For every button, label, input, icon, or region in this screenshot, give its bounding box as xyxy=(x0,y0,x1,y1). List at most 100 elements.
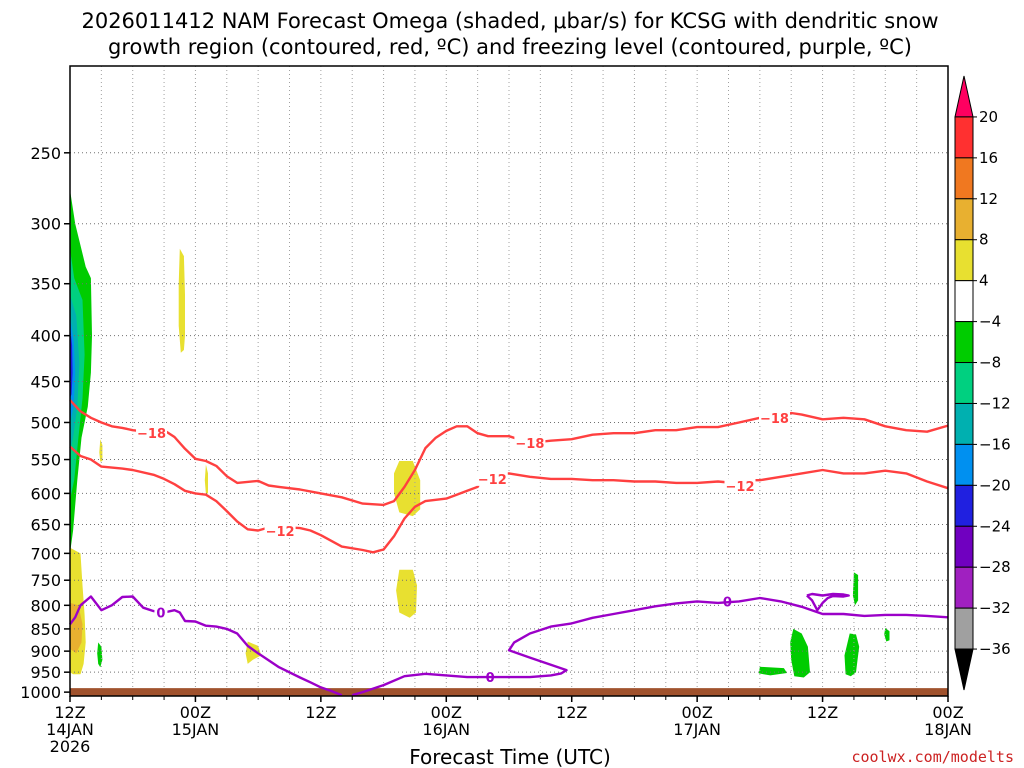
y-tick-label: 250 xyxy=(30,144,61,163)
colorbar-bin xyxy=(954,239,974,282)
contour-label-bg xyxy=(136,425,168,441)
colorbar-label: −8 xyxy=(979,354,1001,372)
x-tick-label: 15JAN xyxy=(172,720,220,739)
y-tick-label: 850 xyxy=(30,620,61,639)
x-tick-label: 12Z xyxy=(556,703,587,722)
colorbar-label: −28 xyxy=(979,558,1011,576)
y-tick-label: 800 xyxy=(30,596,61,615)
omega-region-15 xyxy=(790,628,810,678)
x-axis-label: Forecast Time (UTC) xyxy=(409,745,611,768)
x-tick-label: 18JAN xyxy=(924,720,972,739)
contour-label--18: −18 xyxy=(515,437,544,452)
x-tick-label: 00Z xyxy=(431,703,462,722)
omega-region-0 xyxy=(178,248,185,353)
plot-frame xyxy=(69,65,949,697)
y-tick-label: 1000 xyxy=(20,683,61,702)
contour-label-bg xyxy=(724,478,756,494)
contour-label-bg xyxy=(476,470,508,486)
colorbar-label: 16 xyxy=(979,149,998,167)
x-tick-label: 00Z xyxy=(180,703,211,722)
x-tick-label: 00Z xyxy=(681,703,712,722)
y-axis-ticks: 250 300 350 400 450 500 550 600 650 700 750 800 850 9… xyxy=(20,144,70,702)
colorbar-label: −4 xyxy=(979,313,1001,331)
colorbar-bin xyxy=(954,198,974,241)
colorbar-bin xyxy=(954,321,974,364)
omega-region-14 xyxy=(758,666,787,676)
contour-label-bg xyxy=(264,523,296,539)
colorbar-bin xyxy=(954,402,974,445)
contour-label--12: −12 xyxy=(726,480,755,495)
x-tick-label: 17JAN xyxy=(673,720,721,739)
colorbar-label: −24 xyxy=(979,517,1011,535)
credit-link[interactable]: coolwx.com/modelts xyxy=(851,748,1014,766)
y-tick-label: 450 xyxy=(30,372,61,391)
colorbar-bin xyxy=(954,525,974,568)
colorbar-bottom-arrow xyxy=(954,648,974,691)
omega-region-7 xyxy=(70,602,83,654)
colorbar-bin xyxy=(954,566,974,609)
grid-lines xyxy=(70,66,948,696)
contour-label-0: 0 xyxy=(156,607,165,622)
colorbar-label: −20 xyxy=(979,476,1011,494)
x-tick-label: 16JAN xyxy=(422,720,470,739)
chart-title: 2026011412 NAM Forecast Omega (shaded, μ… xyxy=(81,9,938,59)
omega-region-2 xyxy=(204,464,208,494)
x-tick-label: 12Z xyxy=(305,703,336,722)
colorbar-bin xyxy=(954,443,974,486)
chart-title-line-1: 2026011412 NAM Forecast Omega (shaded, μ… xyxy=(81,9,938,33)
x-tick-label: 12Z xyxy=(807,703,838,722)
colorbar-label: 4 xyxy=(979,272,989,290)
contour-label-bg xyxy=(720,593,734,609)
omega-region-4 xyxy=(396,569,417,618)
x-tick-label: 00Z xyxy=(932,703,963,722)
omega-region-17 xyxy=(852,572,859,606)
omega-region-3 xyxy=(394,461,421,517)
colorbar-label: 20 xyxy=(979,108,998,126)
y-tick-label: 700 xyxy=(30,544,61,563)
x-tick-label: 12Z xyxy=(54,703,85,722)
contour-label-bg xyxy=(514,434,546,450)
contour-0 xyxy=(69,595,343,697)
contour-label-0: 0 xyxy=(486,671,495,686)
contour-label-bg xyxy=(154,604,168,620)
colorbar-label: −16 xyxy=(979,435,1011,453)
colorbar-bin xyxy=(954,607,974,650)
colorbar: 20 16 12 8 4 −4 −8 −12 −16 −20 −24 −28 −32 −36 xyxy=(954,75,1011,691)
y-tick-label: 550 xyxy=(30,451,61,470)
colorbar-label: 12 xyxy=(979,190,998,208)
colorbar-bin xyxy=(954,484,974,527)
y-tick-label: 400 xyxy=(30,327,61,346)
omega-region-1 xyxy=(99,439,103,462)
x-tick-label: 2026 xyxy=(50,737,91,756)
chart-title-line-2: growth region (contoured, red, ºC) and f… xyxy=(108,35,912,59)
colorbar-bin xyxy=(954,157,974,200)
colorbar-label: 8 xyxy=(979,231,989,249)
y-tick-label: 950 xyxy=(30,663,61,682)
y-tick-label: 500 xyxy=(30,413,61,432)
contour-label-bg xyxy=(758,409,790,425)
contour-0-east xyxy=(351,596,949,697)
colorbar-top-arrow xyxy=(954,75,974,118)
y-tick-label: 900 xyxy=(30,642,61,661)
y-tick-label: 300 xyxy=(30,215,61,234)
colorbar-bin xyxy=(954,280,974,323)
colorbar-bin xyxy=(954,362,974,404)
colorbar-label: −36 xyxy=(979,640,1011,658)
omega-region-16 xyxy=(844,633,860,677)
y-tick-label: 750 xyxy=(30,571,61,590)
contour-label--18: −18 xyxy=(137,427,166,442)
contour-0-loop xyxy=(806,592,850,612)
axes xyxy=(69,65,949,697)
colorbar-label: −12 xyxy=(979,394,1011,412)
omega-shaded-regions xyxy=(70,189,890,678)
contour-label--12: −12 xyxy=(478,473,507,488)
y-tick-label: 600 xyxy=(30,484,61,503)
y-tick-label: 650 xyxy=(30,516,61,535)
y-tick-label: 350 xyxy=(30,275,61,294)
omega-region-13 xyxy=(97,642,103,668)
contour-label--12: −12 xyxy=(266,525,295,540)
colorbar-label: −32 xyxy=(979,599,1011,617)
